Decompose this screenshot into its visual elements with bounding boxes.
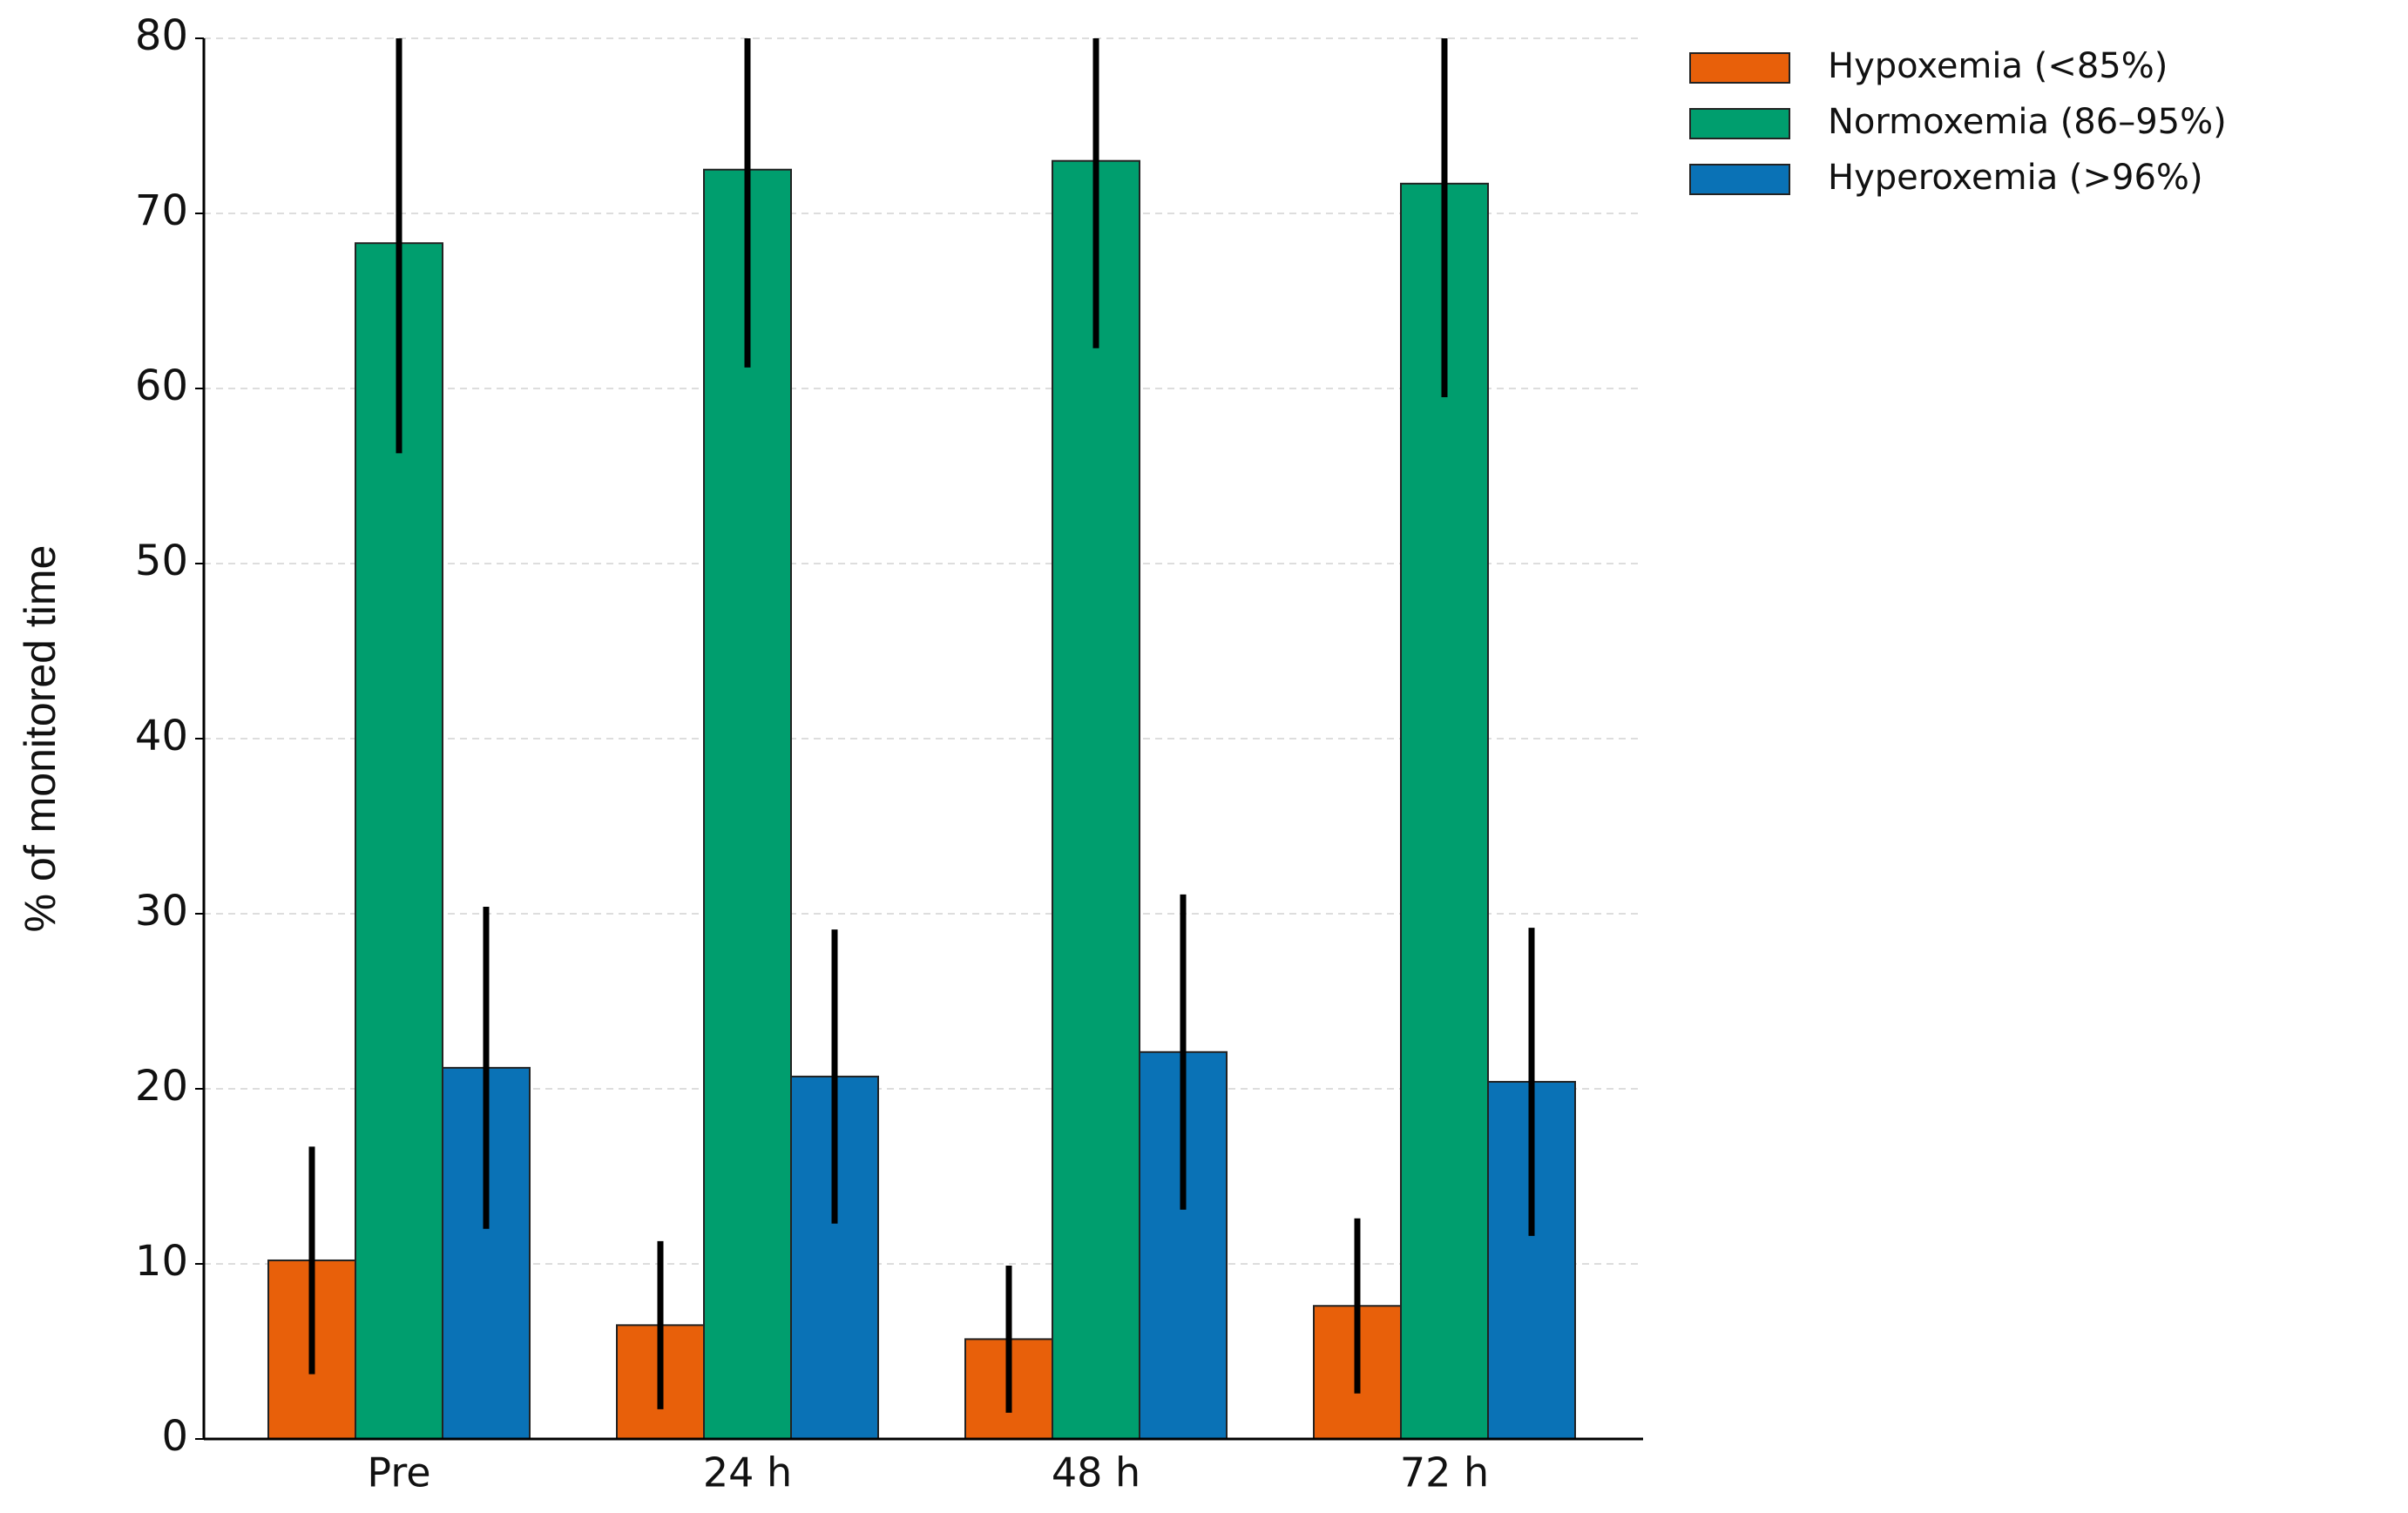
y-tick-label: 40	[135, 712, 188, 760]
y-tick-label: 60	[135, 361, 188, 410]
y-tick-label: 50	[135, 537, 188, 585]
x-tick-label: 72 h	[1400, 1449, 1489, 1496]
bar	[1052, 159, 1140, 1439]
legend-label: Normoxemia (86–95%)	[1828, 102, 2227, 142]
y-tick-label: 0	[161, 1412, 188, 1461]
legend-label: Hyperoxemia (>96%)	[1828, 158, 2203, 198]
y-axis-label: % of monitored time	[16, 545, 64, 933]
legend-swatch	[1689, 164, 1790, 195]
plot-area	[267, 38, 1576, 1439]
legend-swatch	[1689, 52, 1790, 84]
legend-label: Hypoxemia (<85%)	[1828, 46, 2168, 86]
y-tick-label: 10	[135, 1237, 188, 1286]
y-tick-label: 30	[135, 887, 188, 935]
x-tick-label: Pre	[367, 1449, 430, 1496]
x-tick-label: 24 h	[703, 1449, 792, 1496]
bar	[703, 168, 792, 1439]
y-tick-label: 20	[135, 1062, 188, 1111]
y-tick-label: 70	[135, 186, 188, 235]
legend-swatch	[1689, 108, 1790, 139]
x-tick-label: 48 h	[1052, 1449, 1140, 1496]
y-tick-label: 80	[135, 11, 188, 60]
